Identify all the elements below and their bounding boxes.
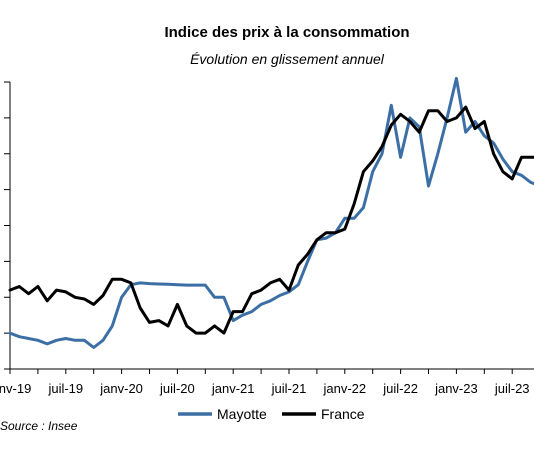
legend-label: France bbox=[321, 406, 365, 422]
legend: Mayotte France bbox=[178, 406, 365, 422]
x-tick-label: juil-20 bbox=[159, 381, 195, 396]
x-tick-label: juil-22 bbox=[382, 381, 418, 396]
x-tick-label: janv-20 bbox=[99, 381, 143, 396]
x-tick-label: juil-21 bbox=[271, 381, 307, 396]
series-lines bbox=[8, 76, 534, 349]
x-tick-label: juil-19 bbox=[47, 381, 83, 396]
legend-label: Mayotte bbox=[217, 406, 267, 422]
chart-subtitle: Évolution en glissement annuel bbox=[190, 51, 384, 67]
x-tick-label: janv-19 bbox=[0, 381, 31, 396]
x-tick-labels: janv-19 juil-19 janv-20 juil-20 janv-21 juil-… bbox=[0, 381, 530, 396]
source-note: Source : Insee bbox=[0, 419, 78, 433]
series-line-mayotte bbox=[8, 76, 534, 349]
x-tick-label: janv-21 bbox=[211, 381, 255, 396]
x-tick-label: juil-23 bbox=[494, 381, 530, 396]
x-tick-label: janv-23 bbox=[434, 381, 478, 396]
x-tick-label: janv-22 bbox=[322, 381, 366, 396]
axes bbox=[4, 81, 534, 374]
chart-title: Indice des prix à la consommation bbox=[164, 24, 410, 41]
legend-item-france: France bbox=[282, 406, 365, 422]
legend-item-mayotte: Mayotte bbox=[178, 406, 267, 422]
series-line-france bbox=[8, 105, 534, 335]
